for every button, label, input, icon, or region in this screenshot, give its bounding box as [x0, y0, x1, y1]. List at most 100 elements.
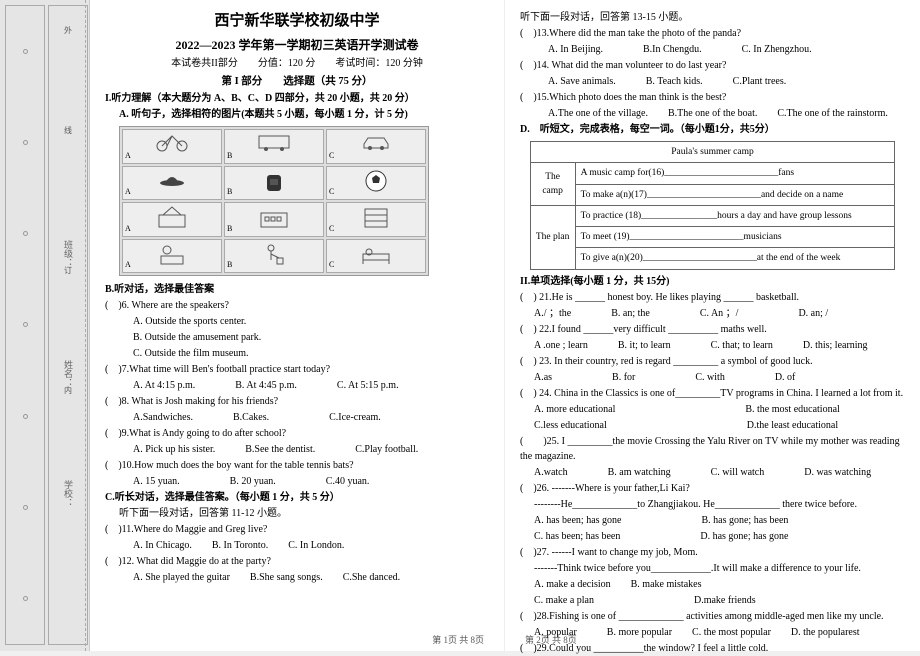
section-c-head: C.听长对话，选择最佳答案。（每小题 1 分，共 5 分） — [105, 490, 489, 505]
q23: ( ) 23. In their country, red is regard … — [520, 354, 905, 369]
q9: ( )9.What is Andy going to do after scho… — [105, 426, 489, 441]
q24a: A. more educational B. the most educatio… — [520, 402, 905, 417]
q25o: A.watch B. am watching C. will watch D. … — [520, 465, 905, 480]
q28: ( )28.Fishing is one of _____________ ac… — [520, 609, 905, 624]
bed-icon — [359, 242, 393, 266]
q22: ( ) 22.I found ______very difficult ____… — [520, 322, 905, 337]
building-icon — [359, 205, 393, 229]
gutter-marker: 订 — [63, 266, 74, 282]
car-icon — [356, 132, 396, 152]
q13o: A. In Beijing. B.In Chengdu. C. In Zheng… — [520, 42, 905, 57]
q8: ( )8. What is Josh making for his friend… — [105, 394, 489, 409]
bicycle-icon — [152, 132, 192, 152]
q7o: A. At 4:15 p.m. B. At 4:45 p.m. C. At 5:… — [105, 378, 489, 393]
page-footer-1: 第 1页 共 8页 — [432, 634, 484, 648]
pic-cell: B — [224, 129, 324, 164]
gutter-dash — [85, 0, 86, 651]
page-1: 西宁新华联学校初级中学 2022—2023 学年第一学期初三英语开学测试卷 本试… — [90, 0, 505, 651]
q6b: B. Outside the amusement park. — [105, 330, 489, 345]
q9o: A. Pick up his sister. B.See the dentist… — [105, 442, 489, 457]
pic-cell: B — [224, 166, 324, 201]
exam-meta: 本试卷共II部分 分值：120 分 考试时间：120 分钟 — [105, 56, 489, 71]
gutter-marker: 外 — [63, 26, 74, 42]
q12: ( )12. What did Maggie do at the party? — [105, 554, 489, 569]
punch-hole — [23, 322, 28, 327]
row1b: To make a(n)(17)________________________… — [575, 184, 895, 205]
row2c: To give a(n)(20)________________________… — [575, 248, 895, 269]
q14: ( )14. What did the man volunteer to do … — [520, 58, 905, 73]
school-title: 西宁新华联学校初级中学 — [105, 10, 489, 33]
pic-cell: C — [326, 166, 426, 201]
gutter-label-class: 班级： — [62, 240, 75, 267]
q14o: A. Save animals. B. Teach kids. C.Plant … — [520, 74, 905, 89]
section-d-head: D. 听短文，完成表格，每空一词。（每小题1分，共5分） — [520, 122, 905, 137]
q26o2: C. has been; has been D. has gone; has g… — [520, 529, 905, 544]
q6: ( )6. Where are the speakers? — [105, 298, 489, 313]
q15: ( )15.Which photo does the man think is … — [520, 90, 905, 105]
q22o: A .one ; learn B. it; to learn C. that; … — [520, 338, 905, 353]
gutter-col-inner: 外 线 订 内 — [48, 5, 88, 645]
c-intro: 听下面一段对话，回答第 11-12 小题。 — [105, 506, 489, 521]
q27o2: C. make a plan D.make friends — [520, 593, 905, 608]
q11: ( )11.Where do Maggie and Greg live? — [105, 522, 489, 537]
gutter-label-school: 学校： — [62, 480, 75, 507]
p2-intro: 听下面一段对话，回答第 13-15 小题。 — [520, 10, 905, 25]
q26: ( )26. -------Where is your father,Li Ka… — [520, 481, 905, 496]
gutter-label-name: 姓名： — [62, 360, 75, 387]
section-ii-head: II.单项选择(每小题 1 分，共 15分) — [520, 274, 905, 289]
q21: ( ) 21.He is ______ honest boy. He likes… — [520, 290, 905, 305]
q6c: C. Outside the film museum. — [105, 346, 489, 361]
picture-grid: A B C A B C A B C A B C — [119, 126, 429, 276]
row1a: A music camp for(16)____________________… — [575, 163, 895, 184]
row2a: To practice (18)________________hours a … — [575, 205, 895, 226]
q13: ( )13.Where did the man take the photo o… — [520, 26, 905, 41]
q8o: A.Sandwiches. B.Cakes. C.Ice-cream. — [105, 410, 489, 425]
part1-head: 第 I 部分 选择题（共 75 分） — [105, 74, 489, 90]
pic-cell: C — [326, 129, 426, 164]
football-icon — [364, 169, 388, 193]
q6a: A. Outside the sports center. — [105, 314, 489, 329]
person-bag-icon — [259, 242, 289, 266]
q25: ( )25. I _________the movie Crossing the… — [520, 434, 905, 464]
q11o: A. In Chicago. B. In Toronto. C. In Lond… — [105, 538, 489, 553]
gutter-marker: 内 — [63, 386, 74, 402]
hat-icon — [157, 169, 187, 189]
station-icon — [257, 205, 291, 229]
q24b: C.less educational D.the least education… — [520, 418, 905, 433]
punch-hole — [23, 49, 28, 54]
pic-cell: A — [122, 166, 222, 201]
pic-cell: A — [122, 239, 222, 274]
q10: ( )10.How much does the boy want for the… — [105, 458, 489, 473]
q21o: A./ ；the B. an; the C. An ；/ D. an; / — [520, 306, 905, 321]
row-head-camp: The camp — [530, 163, 575, 206]
binding-gutter: 外 线 订 内 学校： 姓名： 班级： — [0, 0, 90, 651]
pic-cell: C — [326, 202, 426, 237]
pic-cell: B — [224, 239, 324, 274]
punch-hole — [23, 596, 28, 601]
pic-cell: A — [122, 129, 222, 164]
q26o1: A. has been; has gone B. has gone; has b… — [520, 513, 905, 528]
q27o1: A. make a decision B. make mistakes — [520, 577, 905, 592]
q10o: A. 15 yuan. B. 20 yuan. C.40 yuan. — [105, 474, 489, 489]
bus-icon — [254, 132, 294, 152]
punch-hole — [23, 505, 28, 510]
pages-container: 西宁新华联学校初级中学 2022—2023 学年第一学期初三英语开学测试卷 本试… — [90, 0, 920, 651]
row-head-plan: The plan — [530, 205, 575, 269]
q15o: A.The one of the village. B.The one of t… — [520, 106, 905, 121]
punch-hole — [23, 140, 28, 145]
table-title: Paula's summer camp — [530, 142, 895, 163]
pic-cell: B — [224, 202, 324, 237]
q26b: --------He_____________to Zhangjiakou. H… — [520, 497, 905, 512]
page-2: 听下面一段对话，回答第 13-15 小题。 ( )13.Where did th… — [505, 0, 920, 651]
backpack-icon — [261, 169, 287, 193]
listening-head: I.听力理解（本大题分为 A、B、C、D 四部分，共 20 小题，共 20 分） — [105, 91, 489, 106]
punch-hole — [23, 231, 28, 236]
exam-title: 2022—2023 学年第一学期初三英语开学测试卷 — [105, 36, 489, 54]
q23o: A.as B. for C. with D. of — [520, 370, 905, 385]
cooking-icon — [157, 242, 187, 266]
pic-cell: A — [122, 202, 222, 237]
section-b-head: B.听对话，选择最佳答案 — [105, 282, 489, 297]
q28o: A. popular B. more popular C. the most p… — [520, 625, 905, 640]
q24: ( ) 24. China in the Classics is one of_… — [520, 386, 905, 401]
gutter-col-outer — [5, 5, 45, 645]
